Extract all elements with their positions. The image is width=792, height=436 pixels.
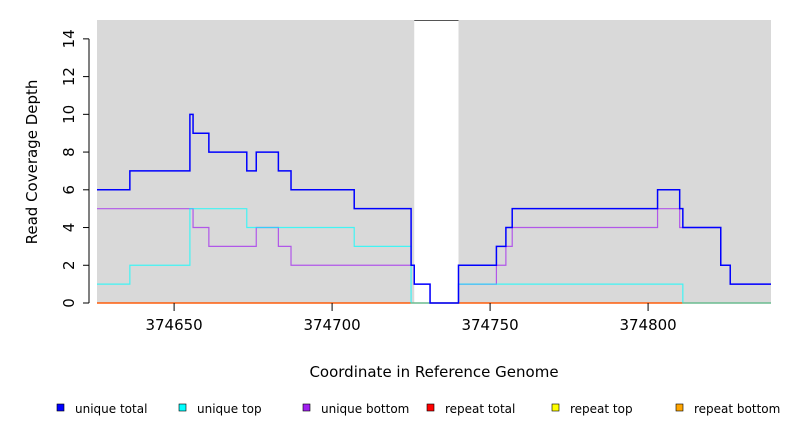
y-tick-label: 14 — [60, 29, 78, 48]
y-tick-label: 12 — [60, 67, 78, 86]
y-tick-label: 6 — [60, 185, 78, 195]
legend-label: unique top — [197, 402, 262, 416]
legend-label: repeat total — [445, 402, 515, 416]
x-tick-label: 374750 — [461, 316, 518, 334]
x-axis-label: Coordinate in Reference Genome — [309, 363, 558, 381]
y-axis-label: Read Coverage Depth — [23, 80, 41, 245]
shaded-regions — [97, 20, 771, 303]
axes: 0 2 4 6 8 10 12 14 374650 374700 374750 374800 — [60, 29, 677, 334]
shaded-region — [458, 20, 771, 303]
legend: unique total unique top unique bottom repea… — [56, 402, 780, 416]
x-tick-label: 374700 — [303, 316, 360, 334]
series-line-unique-top — [97, 208, 771, 304]
legend-swatch — [302, 403, 311, 412]
legend-label: unique total — [75, 402, 147, 416]
legend-label: repeat bottom — [694, 402, 780, 416]
legend-label: repeat top — [570, 402, 633, 416]
legend-swatch — [675, 403, 684, 412]
y-tick-label: 8 — [60, 147, 78, 157]
y-tick-label: 4 — [60, 223, 78, 233]
legend-swatch — [56, 403, 65, 412]
legend-swatch — [178, 403, 187, 412]
legend-label: unique bottom — [321, 402, 409, 416]
x-tick-label: 374800 — [619, 316, 676, 334]
y-tick-label: 10 — [60, 105, 78, 124]
legend-swatch — [426, 403, 435, 412]
x-tick-label: 374650 — [145, 316, 202, 334]
y-tick-label: 2 — [60, 260, 78, 270]
series-lines — [97, 113, 771, 304]
y-tick-label: 0 — [60, 298, 78, 308]
legend-swatch — [551, 403, 560, 412]
series-line-unique-total — [97, 113, 771, 304]
